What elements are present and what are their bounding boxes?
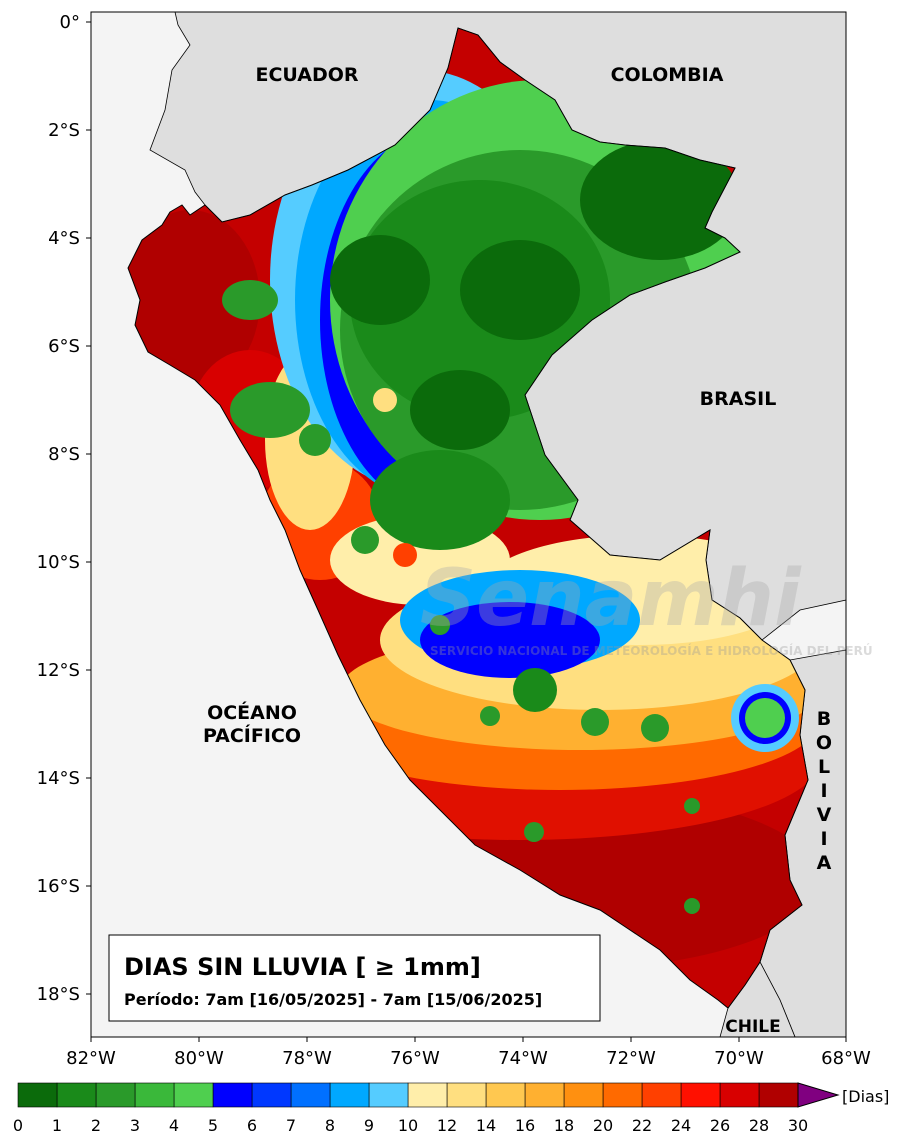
longitude-axis: 82°W 80°W 78°W 76°W 74°W 72°W 70°W 68°W [66,1037,871,1069]
colorbar-tick-label: 22 [632,1116,652,1135]
colorbar-segment [134,1082,175,1108]
colorbar-segment [173,1082,214,1108]
lon-tick-label: 72°W [606,1048,656,1069]
label-ocean-line2: PACÍFICO [203,724,301,747]
lat-tick-label: 18°S [37,984,80,1005]
latitude-axis: 0° 2°S 4°S 6°S 8°S 10°S 12°S 14°S 16°S 1… [37,12,91,1005]
colorbar-segment [407,1082,448,1108]
lon-tick-label: 78°W [282,1048,332,1069]
colorbar-segment [368,1082,409,1108]
colorbar-tick-label: 4 [169,1116,179,1135]
label-brasil: BRASIL [700,388,777,410]
colorbar-tick-label: 9 [364,1116,374,1135]
svg-text:I: I [820,828,827,850]
colorbar-tick-label: 0 [13,1116,23,1135]
lat-tick-label: 4°S [48,228,80,249]
colorbar-tick-label: 14 [476,1116,496,1135]
colorbar-tick-label: 26 [710,1116,730,1135]
colorbar-tick-label: 3 [130,1116,140,1135]
colorbar-segment [212,1082,253,1108]
watermark-subtext: SERVICIO NACIONAL DE METEOROLOGÍA E HIDR… [430,643,873,658]
colorbar-tick-label: 10 [398,1116,418,1135]
colorbar-segment [758,1082,799,1108]
colorbar-segment [719,1082,760,1108]
watermark: Senamhi SERVICIO NACIONAL DE METEOROLOGÍ… [420,554,873,658]
colorbar-segment [563,1082,604,1108]
colorbar: [Dias] 0 1 2 3 4 5 6 7 8 9 10 12 14 16 18 20 22 24 26 28 30 [13,1082,889,1135]
colorbar-segment [17,1082,58,1108]
colorbar-tick-label: 30 [788,1116,808,1135]
label-bolivia: B O L I V I A [816,708,832,874]
colorbar-segment [485,1082,526,1108]
lon-tick-label: 80°W [174,1048,224,1069]
label-colombia: COLOMBIA [611,64,724,86]
colorbar-segment [641,1082,682,1108]
title-box: DIAS SIN LLUVIA [ ≥ 1mm] Período: 7am [1… [108,934,601,1022]
colorbar-tick-label: 2 [91,1116,101,1135]
label-chile: CHILE [725,1017,780,1037]
colorbar-segment [95,1082,136,1108]
svg-text:L: L [818,756,830,778]
svg-text:V: V [817,804,832,826]
lat-tick-label: 16°S [37,876,80,897]
lat-tick-label: 14°S [37,768,80,789]
lat-tick-label: 10°S [37,552,80,573]
lat-tick-label: 2°S [48,120,80,141]
colorbar-segment [680,1082,721,1108]
colorbar-segment [602,1082,643,1108]
colorbar-tick-label: 1 [52,1116,62,1135]
svg-text:B: B [817,708,831,730]
colorbar-tick-label: 12 [437,1116,457,1135]
svg-text:I: I [820,780,827,802]
colorbar-tick-label: 20 [593,1116,613,1135]
colorbar-tick-label: 28 [749,1116,769,1135]
lat-tick-label: 12°S [37,660,80,681]
lat-tick-label: 6°S [48,336,80,357]
colorbar-segment [446,1082,487,1108]
colorbar-tick-label: 7 [286,1116,296,1135]
colorbar-tick-label: 24 [671,1116,691,1135]
svg-text:A: A [817,852,832,874]
lon-tick-label: 74°W [498,1048,548,1069]
colorbar-tick-label: 6 [247,1116,257,1135]
watermark-text: Senamhi [420,554,802,644]
lat-tick-label: 8°S [48,444,80,465]
colorbar-tick-label: 18 [554,1116,574,1135]
map-period: Período: 7am [16/05/2025] - 7am [15/06/2… [124,990,542,1009]
label-ecuador: ECUADOR [255,64,358,86]
colorbar-segment [329,1082,370,1108]
lon-tick-label: 76°W [390,1048,440,1069]
svg-text:O: O [816,732,832,754]
colorbar-segment [290,1082,331,1108]
lon-tick-label: 82°W [66,1048,116,1069]
label-ocean-line1: OCÉANO [207,701,297,724]
colorbar-extend-arrow [797,1082,840,1108]
colorbar-tick-label: 8 [325,1116,335,1135]
colorbar-segment [56,1082,97,1108]
lon-tick-label: 70°W [714,1048,764,1069]
colorbar-tick-label: 16 [515,1116,535,1135]
colorbar-tick-label: 5 [208,1116,218,1135]
colorbar-segment [524,1082,565,1108]
lon-tick-label: 68°W [821,1048,871,1069]
colorbar-segment [251,1082,292,1108]
colorbar-unit: [Dias] [842,1087,889,1106]
map-frame [90,11,847,1038]
lat-tick-label: 0° [60,12,80,33]
map-title: DIAS SIN LLUVIA [ ≥ 1mm] [124,953,481,981]
